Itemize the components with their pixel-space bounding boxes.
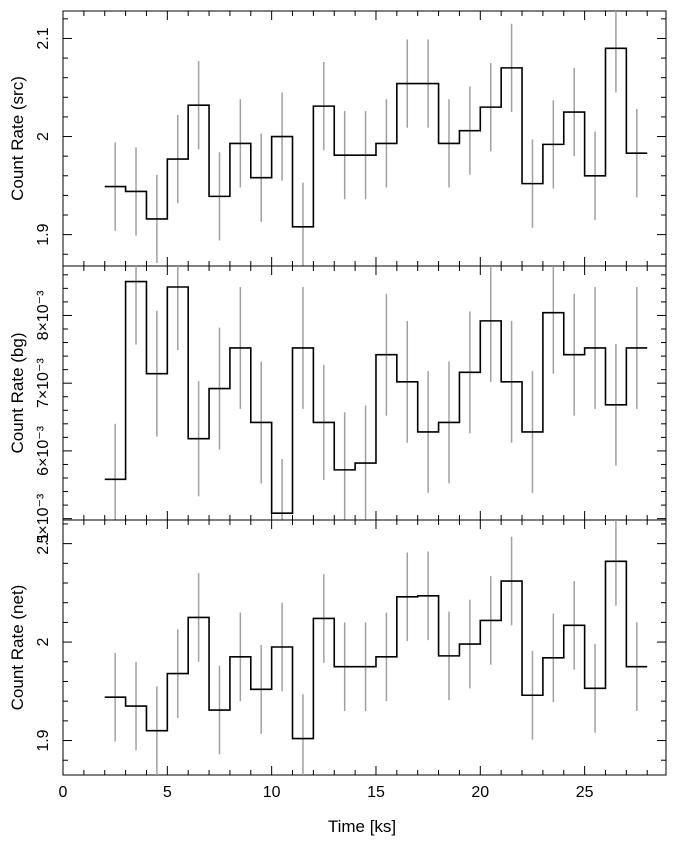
x-tick-label: 25	[576, 784, 594, 801]
panel-frame	[62, 519, 667, 776]
y-tick-label: 2.1	[35, 27, 52, 49]
y-axis-title: Count Rate (src)	[8, 76, 27, 201]
panel-src: 1.9 2 2.1 Count Rate (src)	[8, 10, 667, 267]
plot-area	[104, 266, 648, 520]
y-tick-label: 1.9	[35, 729, 52, 751]
step-series-net	[104, 560, 648, 740]
panel-frame	[62, 265, 667, 521]
panel-net: 1.9 2 2.1 Count Rate (net)	[8, 519, 667, 776]
x-tick-label: 0	[59, 784, 68, 801]
y-tick-label: 2.1	[35, 532, 52, 554]
x-axis-group: Time [ks] 0 5 10 15 20 25	[59, 784, 594, 836]
y-tick-label: 5×10⁻³	[35, 493, 52, 543]
x-tick-label: 10	[263, 784, 281, 801]
x-tick-label: 5	[163, 784, 172, 801]
y-tick-label: 8×10⁻³	[35, 290, 52, 340]
y-tick-label: 2	[35, 638, 52, 647]
x-tick-label: 15	[367, 784, 385, 801]
step-series-src	[104, 47, 648, 228]
x-tick-label: 20	[471, 784, 489, 801]
panel-frame	[62, 10, 667, 267]
step-series-bg	[104, 280, 648, 515]
y-tick-label: 6×10⁻³	[35, 425, 52, 475]
plot-area	[104, 520, 648, 775]
y-tick-label: 1.9	[35, 223, 52, 245]
x-axis-title: Time [ks]	[328, 817, 396, 836]
panels-group: 1.9 2 2.1 Count Rate (src) 5×10⁻³ 6×10⁻³ 7×10⁻…	[8, 10, 667, 776]
y-tick-label: 7×10⁻³	[35, 358, 52, 408]
panel-bg: 5×10⁻³ 6×10⁻³ 7×10⁻³ 8×10⁻³ Count Rate (bg)	[8, 265, 667, 544]
y-axis-title: Count Rate (net)	[8, 585, 27, 711]
y-tick-label: 2	[35, 132, 52, 141]
plot-area	[104, 11, 648, 266]
y-axis-title: Count Rate (bg)	[8, 333, 27, 454]
